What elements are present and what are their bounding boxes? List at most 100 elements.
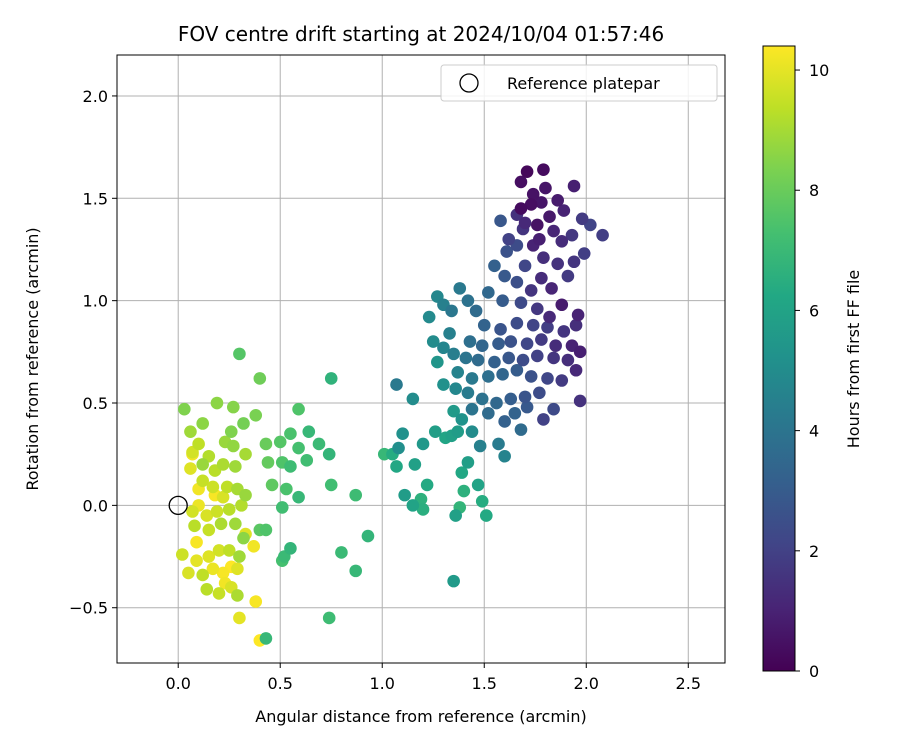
data-point [547,351,560,365]
data-point [498,269,511,283]
data-point [190,535,203,549]
data-point [222,503,236,516]
data-point [492,437,505,451]
reference-platepar-marker [168,495,188,516]
data-point [431,355,444,369]
data-point [488,355,501,369]
data-point [475,339,489,352]
data-point [488,259,501,273]
chart-title: FOV centre drift starting at 2024/10/04 … [178,22,664,46]
data-point [596,228,609,242]
data-point [551,257,564,271]
data-point [216,490,230,504]
colorbar-gradient [762,45,796,672]
data-point [398,488,411,502]
data-point [565,228,579,242]
data-point [322,447,336,461]
legend: Reference platepar [440,64,718,102]
data-point [561,353,575,367]
data-point [502,351,516,365]
data-point [569,318,583,332]
legend-box [440,64,718,102]
data-point [524,370,538,383]
data-point [259,523,273,537]
data-point [206,562,220,576]
data-point [555,234,569,248]
data-point [510,275,524,289]
data-point [575,212,589,226]
data-point [247,540,260,553]
data-point [335,546,348,559]
data-point [239,447,252,461]
data-point [535,196,548,209]
data-point [292,490,305,504]
colorbar-tick-label: 0 [809,662,819,681]
data-point [447,574,460,588]
data-point [567,255,581,269]
legend-marker-icon [459,73,479,93]
data-point [520,165,534,178]
data-point [557,204,571,217]
data-point [275,501,289,514]
data-point [447,404,460,418]
colorbar-label: Hours from first FF file [844,270,863,449]
data-point [212,587,226,600]
data-point [573,394,587,408]
data-point [543,210,556,224]
data-point [557,325,571,338]
data-point [573,345,587,359]
data-point [496,294,509,307]
data-point [451,425,465,438]
x-axis-label: Angular distance from reference (arcmin) [255,707,586,726]
data-point [473,439,487,453]
data-point [406,392,420,406]
data-point [226,439,240,453]
data-point [494,214,507,228]
data-point [259,437,273,451]
data-point [273,435,287,449]
data-point [530,218,544,232]
x-tick-label: 0.0 [165,674,190,693]
data-point [461,456,475,469]
data-point [514,175,528,189]
data-point [482,286,495,299]
data-point [514,423,528,436]
data-point [490,396,503,410]
data-point [237,417,250,430]
data-point [192,437,205,451]
data-point [349,488,363,502]
data-point [514,202,528,215]
data-point [416,503,430,516]
data-point [561,269,575,283]
data-point [449,382,462,395]
data-point [265,478,279,492]
data-point [200,509,214,522]
data-point [231,562,244,576]
data-point [535,271,548,285]
data-point [514,296,528,310]
y-axis-label: Rotation from reference (arcmin) [23,227,42,490]
data-point [229,460,242,473]
data-point [455,466,469,479]
data-point [292,402,305,416]
data-point [324,372,338,385]
data-point [551,194,564,207]
data-point [392,441,405,455]
data-point [539,181,552,195]
y-tick-label: 1.5 [83,189,108,208]
data-point [202,550,216,563]
x-tick-label: 0.5 [267,674,292,693]
data-point [549,339,562,352]
data-point [496,368,509,381]
data-point [449,509,462,522]
data-point [471,478,485,492]
data-point [210,505,224,518]
data-point [196,474,209,488]
data-point [184,425,197,438]
data-point [233,347,246,361]
data-point [324,478,338,492]
data-point [237,531,250,545]
data-point [390,460,403,473]
data-point [479,509,493,522]
